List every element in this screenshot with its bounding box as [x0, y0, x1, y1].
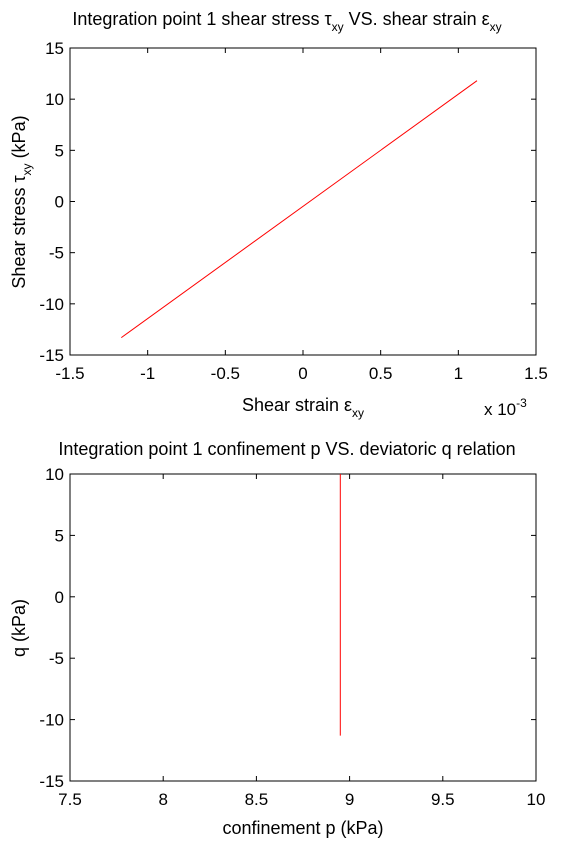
- chart2-x-axis-label: confinement p (kPa): [222, 818, 383, 838]
- chart1-y-axis-label: Shear stress τxy (kPa): [9, 115, 34, 288]
- x-tick-label: 10: [527, 790, 546, 809]
- y-tick-label: -5: [49, 649, 64, 668]
- chart1-y-ticks: -15 -10 -5 0 5 10 15: [39, 39, 536, 365]
- x-tick-label: 7.5: [58, 790, 82, 809]
- y-tick-label: -5: [49, 244, 64, 263]
- confinement-deviatoric-chart: Integration point 1 confinement p VS. de…: [9, 439, 545, 838]
- shear-stress-strain-chart: Integration point 1 shear stress τxy VS.…: [9, 9, 548, 420]
- x-tick-label: 8: [158, 790, 167, 809]
- chart2-y-axis-label: q (kPa): [9, 599, 29, 657]
- chart1-plot-area: [69, 47, 537, 356]
- chart2-title: Integration point 1 confinement p VS. de…: [58, 439, 515, 459]
- y-tick-label: 5: [55, 526, 64, 545]
- y-tick-label: 15: [45, 39, 64, 58]
- chart1-x-axis-label: Shear strain εxy: [242, 395, 364, 420]
- x-tick-label: 1: [454, 364, 463, 383]
- chart1-series: [121, 80, 478, 339]
- chart1-x-ticks: -1.5 -1 -0.5 0 0.5 1 1.5: [55, 48, 548, 383]
- y-tick-label: -15: [39, 772, 64, 791]
- chart2-y-ticks: -15 -10 -5 0 5 10: [39, 465, 536, 791]
- chart2-plot-area: [69, 473, 537, 782]
- x-tick-label: 8.5: [245, 790, 269, 809]
- y-tick-label: -15: [39, 346, 64, 365]
- x-tick-label: 0.5: [369, 364, 393, 383]
- x-tick-label: 9.5: [431, 790, 455, 809]
- y-tick-label: 10: [45, 90, 64, 109]
- chart1-x-multiplier: x 10-3: [484, 396, 527, 419]
- x-tick-label: 1.5: [524, 364, 548, 383]
- x-tick-label: -1: [140, 364, 155, 383]
- y-tick-label: -10: [39, 295, 64, 314]
- series-line: [121, 80, 478, 339]
- chart2-x-ticks: 7.5 8 8.5 9 9.5 10: [58, 474, 545, 809]
- x-tick-label: 0: [298, 364, 307, 383]
- x-tick-label: -0.5: [211, 364, 240, 383]
- y-tick-label: 0: [55, 193, 64, 212]
- y-tick-label: -10: [39, 711, 64, 730]
- y-tick-label: 10: [45, 465, 64, 484]
- y-tick-label: 5: [55, 141, 64, 160]
- y-tick-label: 0: [55, 588, 64, 607]
- x-tick-label: -1.5: [55, 364, 84, 383]
- chart1-title: Integration point 1 shear stress τxy VS.…: [72, 9, 501, 34]
- x-tick-label: 9: [345, 790, 354, 809]
